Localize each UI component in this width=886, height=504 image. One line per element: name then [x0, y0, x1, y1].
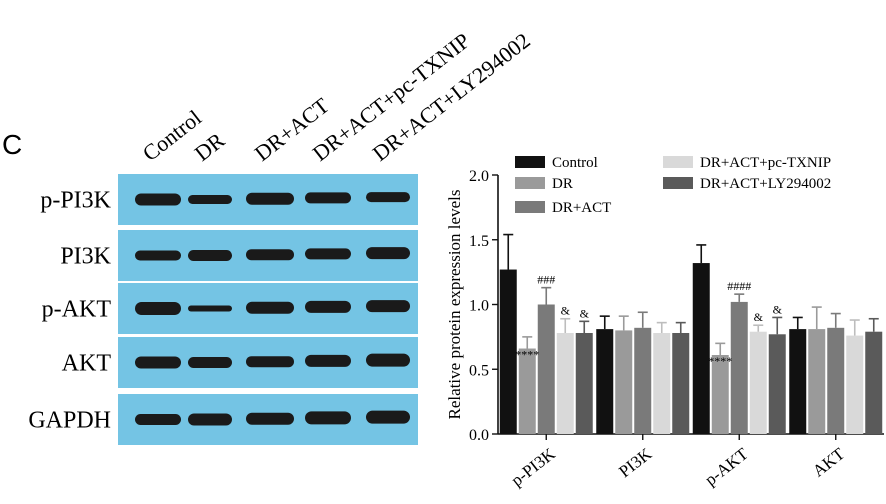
significance-label: ****	[515, 348, 539, 362]
bar-p-pi3k-dr-act-ly294002	[575, 332, 593, 434]
x-tick-label-pi3k: PI3K	[615, 444, 656, 482]
bar-akt-dr-act	[827, 327, 845, 434]
band-akt-dr-act-ly294002	[366, 353, 410, 367]
legend-swatch-dr	[515, 177, 545, 189]
band-gapdh-dr	[188, 413, 232, 426]
band-p-pi3k-control	[135, 193, 181, 206]
band-akt-dr-act	[246, 356, 294, 368]
significance-label: &	[580, 306, 590, 320]
blot-row-label-p-akt: p-AKT	[42, 297, 112, 323]
bar-p-pi3k-control	[499, 269, 517, 434]
band-akt-dr-act-pc-txnip	[305, 354, 351, 367]
band-p-pi3k-dr-act	[246, 192, 294, 205]
y-tick-label: 1.0	[469, 298, 489, 315]
y-axis-label: Relative protein expression levels	[445, 190, 464, 420]
x-tick-label-p-pi3k: p-PI3K	[508, 444, 560, 490]
x-tick-label-akt: AKT	[809, 444, 849, 481]
band-pi3k-dr	[188, 250, 232, 261]
bar-p-akt-dr-act-ly294002	[768, 334, 786, 434]
legend-label-dr-act-ly294002: DR+ACT+LY294002	[700, 176, 831, 192]
band-p-akt-dr	[188, 305, 232, 312]
significance-label: ****	[708, 354, 732, 368]
bar-akt-control	[789, 329, 807, 434]
x-tick-label-p-akt: p-AKT	[701, 444, 752, 490]
bar-pi3k-dr-act-ly294002	[672, 332, 690, 434]
bar-akt-dr-act-pc-txnip	[846, 335, 864, 434]
panel-label: C	[2, 129, 22, 160]
significance-label: &	[561, 304, 571, 318]
legend-label-dr-act-pc-txnip: DR+ACT+pc-TXNIP	[700, 155, 831, 171]
legend-swatch-dr-act-pc-txnip	[663, 156, 693, 168]
band-pi3k-dr-act-pc-txnip	[305, 248, 351, 260]
bar-p-akt-dr-act-pc-txnip	[749, 331, 767, 434]
bar-akt-dr	[808, 329, 826, 434]
y-tick-label: 0.5	[469, 362, 489, 379]
y-tick-label: 1.5	[469, 233, 489, 250]
bar-pi3k-dr	[615, 330, 633, 434]
band-gapdh-control	[135, 414, 181, 425]
band-akt-control	[135, 356, 181, 369]
significance-label: ###	[537, 273, 555, 287]
bar-p-pi3k-dr	[518, 348, 536, 434]
band-p-pi3k-dr	[188, 195, 232, 204]
bar-chart: 0.0 0.5 1.0 1.5 2.0 Relative protein expressi…	[445, 155, 884, 490]
legend-swatch-dr-act	[515, 201, 545, 213]
band-gapdh-dr-act-ly294002	[366, 410, 410, 424]
band-pi3k-control	[135, 250, 181, 261]
band-pi3k-dr-act-ly294002	[366, 247, 410, 260]
band-p-akt-dr-act-ly294002	[366, 300, 410, 313]
band-gapdh-dr-act	[246, 412, 294, 425]
legend-label-dr-act: DR+ACT	[552, 200, 611, 216]
lane-label-dr: DR	[190, 127, 230, 166]
bar-p-pi3k-dr-act-pc-txnip	[556, 332, 574, 434]
bar-p-akt-dr	[711, 355, 729, 434]
band-p-pi3k-dr-act-pc-txnip	[305, 192, 351, 204]
legend-swatch-dr-act-ly294002	[663, 177, 693, 189]
bar-p-pi3k-dr-act	[537, 304, 555, 434]
bar-pi3k-control	[596, 329, 614, 434]
bar-p-akt-control	[692, 263, 710, 434]
lane-label-control: Control	[138, 105, 206, 166]
band-akt-dr	[188, 357, 232, 368]
legend-swatch-control	[515, 156, 545, 168]
bar-akt-dr-act-ly294002	[865, 331, 883, 434]
band-p-akt-dr-act-pc-txnip	[305, 300, 351, 313]
bar-pi3k-dr-act-pc-txnip	[653, 332, 671, 434]
blot-row-label-gapdh: GAPDH	[28, 408, 111, 434]
blot-row-label-p-pi3k: p-PI3K	[40, 188, 111, 214]
bar-pi3k-dr-act	[634, 327, 652, 434]
band-p-pi3k-dr-act-ly294002	[366, 192, 410, 203]
significance-label: &	[754, 310, 764, 324]
band-gapdh-dr-act-pc-txnip	[305, 411, 351, 425]
band-pi3k-dr-act	[246, 249, 294, 261]
blot-row-label-akt: AKT	[62, 351, 112, 377]
band-p-akt-dr-act	[246, 301, 294, 314]
y-tick-label: 0.0	[469, 427, 489, 444]
blot-row-label-pi3k: PI3K	[60, 244, 111, 270]
y-tick-label: 2.0	[469, 168, 489, 185]
legend-label-dr: DR	[552, 176, 573, 192]
significance-label: ####	[727, 279, 751, 293]
band-p-akt-control	[135, 302, 181, 315]
significance-label: &	[773, 302, 783, 316]
bar-p-akt-dr-act	[730, 301, 748, 434]
legend-label-control: Control	[552, 155, 598, 171]
